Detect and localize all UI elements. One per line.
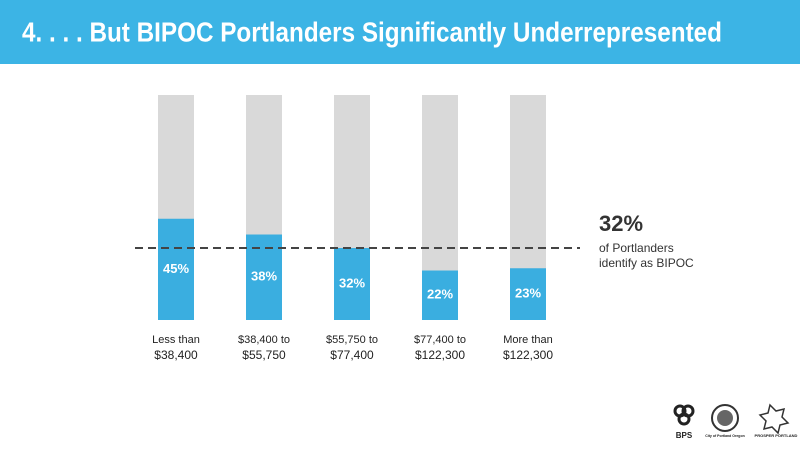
logo-icon (711, 404, 739, 432)
value-label: 23% (515, 286, 541, 301)
header-band (0, 0, 800, 64)
logo-icon (677, 412, 691, 426)
bar (510, 268, 546, 320)
value-label: 32% (339, 275, 365, 290)
value-label: 45% (163, 261, 189, 276)
x-tick-label: $122,300 (415, 348, 465, 362)
x-tick-label: $122,300 (503, 348, 553, 362)
logo-text: BPS (676, 431, 693, 440)
logo-icon (758, 403, 790, 435)
logos (673, 403, 790, 435)
reference-text: of Portlanders (599, 241, 674, 255)
x-tick-label: Less than (152, 334, 200, 346)
x-tick-label: $77,400 (330, 348, 374, 362)
x-tick-label: $38,400 to (238, 334, 290, 346)
logo-text: PROSPER PORTLAND (755, 433, 798, 438)
bar (158, 218, 194, 320)
logo-icon (717, 410, 733, 426)
x-tick-label: More than (503, 334, 553, 346)
value-label: 22% (427, 287, 453, 302)
x-tick-label: $77,400 to (414, 334, 466, 346)
value-label: 38% (251, 269, 277, 284)
chart-title: 4. . . . But BIPOC Portlanders Significa… (22, 16, 722, 47)
bar (422, 270, 458, 320)
bar (334, 248, 370, 320)
x-tick-label: $55,750 to (326, 334, 378, 346)
reference-text: identify as BIPOC (599, 256, 694, 270)
x-tick-label: $55,750 (242, 348, 286, 362)
logo-text: City of Portland Oregon (705, 434, 744, 438)
x-tick-label: $38,400 (154, 348, 198, 362)
reference-label: 32% (599, 211, 643, 236)
